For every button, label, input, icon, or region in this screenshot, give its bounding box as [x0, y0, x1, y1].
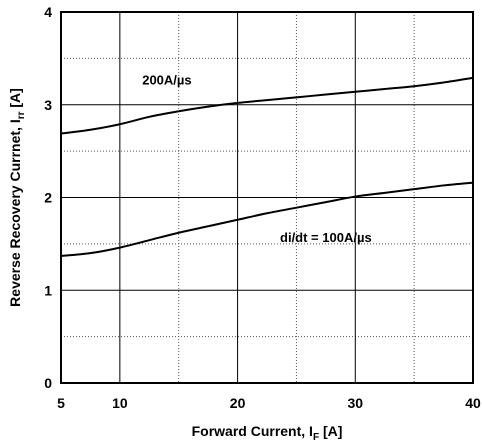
x-tick-label: 20 [230, 395, 246, 411]
minor-grid [61, 12, 473, 383]
y-tick-label: 1 [44, 282, 52, 298]
annotation-layer: 200A/µs di/dt = 100A/µs [142, 72, 371, 245]
y-tick-label: 4 [44, 4, 52, 20]
series-line-1 [60, 76, 474, 135]
curve-annotation: di/dt = 100A/µs [280, 230, 372, 245]
x-tick-label: 30 [347, 395, 363, 411]
y-axis-label: Reverse Recovery Currnet, Irr [A] [7, 88, 27, 307]
series-line-2 [60, 181, 474, 257]
y-tick-label: 0 [44, 375, 52, 391]
plot-frame [60, 11, 474, 384]
major-grid [61, 12, 473, 383]
x-tick-label: 10 [112, 395, 128, 411]
x-axis-label-main: Forward Current, I [192, 423, 313, 439]
y-tick-label: 2 [44, 190, 52, 206]
y-tick-label: 3 [44, 97, 52, 113]
ticks-layer: 5 10 20 30 40 0 1 2 3 4 [44, 4, 481, 411]
x-axis-label: Forward Current, IF [A] [192, 423, 343, 443]
x-axis-label-subscript: F [313, 432, 319, 443]
x-axis-label-unit: [A] [319, 423, 342, 439]
y-axis-label-main: Reverse Recovery Currnet, I [7, 119, 23, 307]
series-layer [60, 76, 474, 257]
x-tick-label: 40 [465, 395, 481, 411]
curve-annotation: 200A/µs [142, 72, 191, 87]
y-axis-label-subscript: rr [16, 111, 27, 119]
y-axis-label-unit: [A] [7, 88, 23, 111]
x-tick-label: 5 [57, 395, 65, 411]
